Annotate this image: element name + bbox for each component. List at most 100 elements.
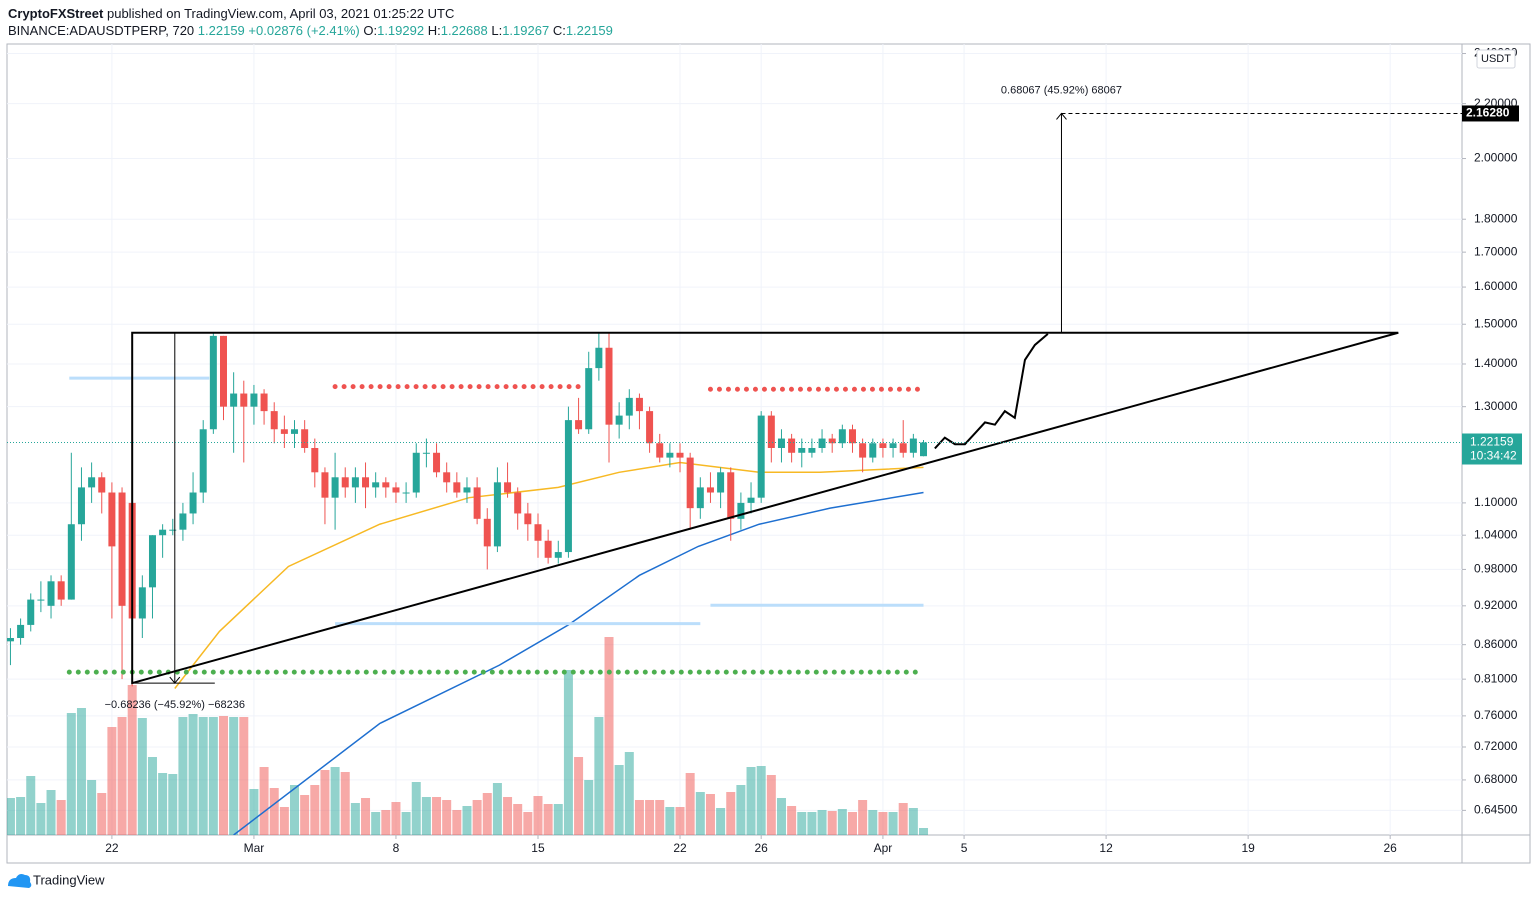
volume-bar [442, 800, 452, 835]
volume-bar [462, 806, 472, 835]
candle-body [585, 368, 593, 430]
candle-body [351, 477, 359, 488]
volume-bar [574, 757, 584, 835]
volume-bar [249, 789, 259, 835]
x-tick-label: Mar [244, 841, 265, 855]
volume-bar [787, 806, 797, 835]
y-tick-label: 1.40000 [1474, 356, 1518, 370]
candle-body [88, 477, 96, 488]
volume-bar [868, 810, 878, 835]
candle-body [737, 502, 745, 519]
candle-body [412, 452, 420, 493]
volume-bar [482, 793, 492, 835]
candle-body [362, 477, 370, 488]
candle-body [138, 587, 146, 619]
volume-bar [756, 766, 766, 835]
candle-body [605, 347, 613, 425]
volume-bar [807, 812, 817, 835]
volume-bar [726, 792, 736, 835]
volume-bar [513, 804, 523, 835]
candle-body [534, 524, 542, 541]
candle-body [859, 443, 867, 458]
candle-body [98, 477, 106, 493]
y-tick-label: 0.92000 [1474, 598, 1518, 612]
candle-body [341, 477, 349, 488]
y-tick-label: 1.70000 [1474, 244, 1518, 258]
candle-body [443, 472, 451, 483]
volume-bar [87, 780, 97, 835]
volume-bar [533, 796, 543, 835]
candle-body [767, 415, 775, 448]
candle-body [463, 487, 471, 493]
candle-body [818, 438, 826, 448]
candle-body [909, 438, 917, 453]
volume-bar [604, 637, 614, 835]
volume-bar [503, 797, 513, 835]
candle-body [47, 581, 55, 606]
price-box [1462, 433, 1522, 465]
x-tick-label: 26 [1383, 841, 1397, 855]
volume-bar [36, 803, 46, 835]
l-value: 1.19267 [502, 23, 550, 38]
volume-bar [46, 790, 56, 835]
volume-bar [320, 770, 330, 835]
candle-body [108, 492, 116, 547]
last-price: 1.22159 [197, 23, 245, 38]
candle-body [301, 429, 309, 448]
y-tick-label: 0.81000 [1474, 671, 1518, 685]
o-value: 1.19292 [377, 23, 425, 38]
symbol: BINANCE:ADAUSDTPERP, 720 [8, 23, 195, 38]
h-label: H: [427, 23, 441, 38]
h-value: 1.22688 [440, 23, 488, 38]
candle-body [727, 472, 735, 519]
candle-body [159, 529, 167, 536]
candle-body [240, 393, 248, 407]
candle-body [848, 429, 856, 444]
logo: TradingView [8, 872, 105, 888]
y-tick-label: 1.50000 [1474, 316, 1518, 330]
volume-bar [817, 810, 827, 835]
candle-body [686, 457, 694, 509]
volume-bar [391, 802, 401, 835]
y-tick-label: 1.60000 [1474, 279, 1518, 293]
volume-bar [290, 785, 300, 835]
y-tick-label: 0.86000 [1474, 637, 1518, 651]
candle-body [879, 443, 887, 448]
volume-bar [594, 717, 604, 835]
y-tick-label: 2.00000 [1474, 151, 1518, 165]
measure-arrow [1056, 112, 1067, 120]
volume-bar [908, 808, 918, 835]
candle-body [291, 429, 299, 434]
candle-body [372, 482, 380, 488]
y-tick-label: 1.04000 [1474, 527, 1518, 541]
volume-bar [827, 811, 837, 835]
volume-bar [107, 727, 117, 835]
y-tick-label: 0.76000 [1474, 708, 1518, 722]
candle-body [564, 420, 572, 553]
candle-body [676, 452, 684, 458]
volume-bar [350, 803, 360, 835]
volume-bar [97, 793, 107, 835]
currency: USDT [1481, 53, 1511, 65]
volume-bar [847, 812, 857, 835]
o-label: O: [363, 23, 378, 38]
candle-body [402, 492, 410, 494]
volume-bar [685, 773, 695, 835]
volume-bar [168, 774, 178, 835]
volume-bar [695, 792, 705, 835]
y-tick-label: 1.30000 [1474, 399, 1518, 413]
x-tick-label: 22 [105, 841, 119, 855]
candle-body [899, 443, 907, 453]
volume-bar [858, 800, 868, 835]
candle-body [575, 420, 583, 430]
currency-box [1476, 49, 1516, 69]
candle-body [595, 347, 603, 369]
x-tick-label: 12 [1099, 841, 1113, 855]
candle-body [717, 472, 725, 493]
volume-bar [665, 807, 675, 835]
volume-bar [361, 798, 371, 835]
volume-bar [208, 717, 218, 835]
volume-bar [239, 717, 249, 835]
volume-bar [16, 797, 26, 835]
volume-bar [736, 785, 746, 835]
